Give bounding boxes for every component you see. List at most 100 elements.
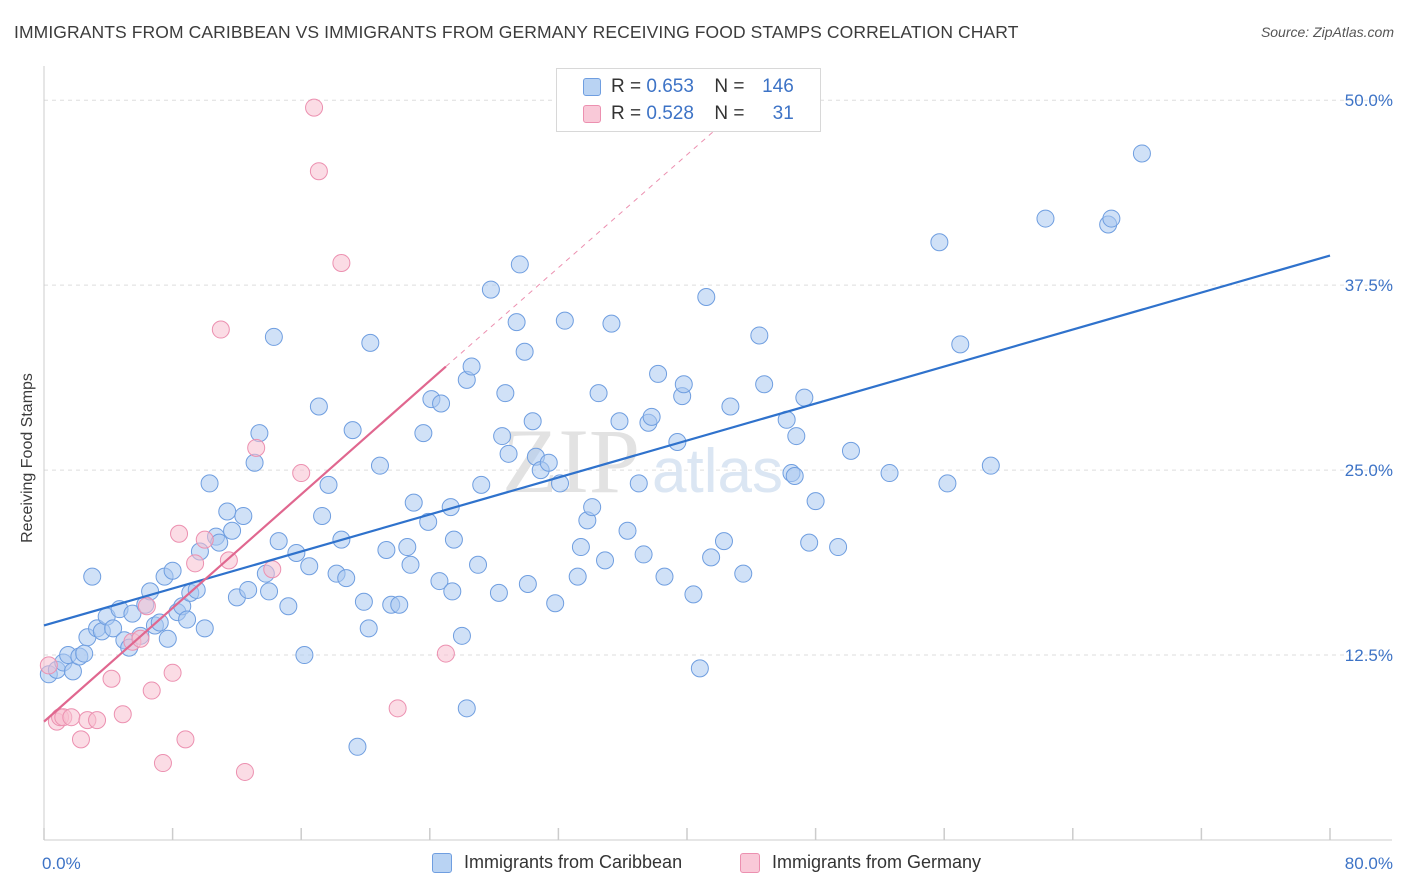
data-point-caribbean (829, 538, 848, 557)
data-point-caribbean (518, 575, 537, 594)
data-point-caribbean (163, 561, 182, 580)
data-point-caribbean (260, 582, 279, 601)
trend-line-caribbean (43, 254, 1331, 627)
legend-r-label: R = (611, 103, 642, 124)
data-point-caribbean (721, 397, 740, 416)
data-point-germany (176, 730, 195, 749)
data-point-caribbean (359, 619, 378, 638)
data-point-caribbean (655, 567, 674, 586)
data-point-caribbean (430, 572, 449, 591)
legend-r-value-caribbean: 0.653 (646, 76, 694, 97)
data-point-germany (195, 530, 214, 549)
trend-lines (43, 119, 1331, 723)
data-point-caribbean (354, 592, 373, 611)
data-point-caribbean (269, 532, 288, 551)
data-point-caribbean (309, 397, 328, 416)
data-point-caribbean (674, 375, 693, 394)
data-point-caribbean (499, 444, 518, 463)
data-point-germany (170, 524, 189, 543)
legend-n-label: N = (714, 103, 745, 124)
trend-line-germany (43, 365, 447, 723)
data-point-germany (219, 551, 238, 570)
data-point-caribbean (210, 533, 229, 552)
data-point-caribbean (930, 233, 949, 252)
legend-n-value-caribbean: 146 (762, 76, 794, 97)
data-point-caribbean (150, 613, 169, 632)
data-point-caribbean (414, 424, 433, 443)
data-point-caribbean (702, 548, 721, 567)
data-point-caribbean (583, 498, 602, 517)
bottom-legend-label-germany: Immigrants from Germany (772, 852, 982, 872)
data-point-germany (102, 669, 121, 688)
data-point-caribbean (510, 255, 529, 274)
data-point-caribbean (785, 467, 804, 486)
data-point-caribbean (361, 333, 380, 352)
data-point-caribbean (419, 512, 438, 531)
data-point-caribbean (697, 287, 716, 306)
data-point-caribbean (469, 555, 488, 574)
data-point-germany (292, 464, 311, 483)
data-point-caribbean (348, 737, 367, 756)
data-point-caribbean (568, 567, 587, 586)
tick-labels: 12.5% 25.0% 37.5% 50.0% 0.0% 80.0% (42, 91, 1393, 873)
source-label: Source: ZipAtlas.com (1260, 24, 1394, 40)
data-point-germany (235, 762, 254, 781)
data-point-caribbean (539, 453, 558, 472)
data-point-caribbean (618, 521, 637, 540)
data-point-germany (186, 554, 205, 573)
data-point-caribbean (555, 311, 574, 330)
data-point-germany (388, 699, 407, 718)
data-point-caribbean (319, 475, 338, 494)
data-point-caribbean (596, 551, 615, 570)
data-point-caribbean (571, 538, 590, 557)
bottom-legend-germany: Immigrants from Germany (740, 852, 981, 873)
data-point-caribbean (634, 545, 653, 564)
data-point-caribbean (649, 364, 668, 383)
series-caribbean-points (39, 144, 1151, 756)
data-point-germany (142, 681, 161, 700)
data-point-caribbean (264, 327, 283, 346)
legend-r-value-germany: 0.528 (646, 103, 694, 124)
data-point-germany (153, 754, 172, 773)
data-point-caribbean (714, 532, 733, 551)
data-point-germany (332, 253, 351, 272)
data-point-caribbean (489, 583, 508, 602)
data-point-caribbean (629, 474, 648, 493)
legend-r-label: R = (611, 76, 642, 97)
data-point-caribbean (295, 646, 314, 665)
data-point-caribbean (589, 384, 608, 403)
data-point-germany (88, 711, 107, 730)
legend-row-germany: R = 0.528 N = 31 (583, 103, 794, 125)
data-point-caribbean (234, 506, 253, 525)
data-point-caribbean (515, 342, 534, 361)
data-point-caribbean (951, 335, 970, 354)
data-point-caribbean (337, 569, 356, 588)
data-point-caribbean (493, 427, 512, 446)
data-point-caribbean (178, 610, 197, 629)
data-point-germany (71, 730, 90, 749)
data-point-caribbean (795, 388, 814, 407)
data-point-germany (436, 644, 455, 663)
data-point-caribbean (1102, 209, 1121, 228)
y-tick-label-1: 25.0% (1345, 461, 1393, 480)
data-point-germany (163, 663, 182, 682)
y-tick-label-0: 12.5% (1345, 646, 1393, 665)
series-germany-points (39, 98, 455, 781)
data-point-caribbean (523, 412, 542, 431)
data-point-caribbean (452, 626, 471, 645)
data-point-caribbean (390, 595, 409, 614)
data-point-caribbean (481, 280, 500, 299)
data-point-caribbean (343, 421, 362, 440)
legend-row-caribbean: R = 0.653 N = 146 (583, 76, 794, 98)
data-point-caribbean (300, 557, 319, 576)
chart-title: IMMIGRANTS FROM CARIBBEAN VS IMMIGRANTS … (14, 22, 1019, 42)
data-point-caribbean (75, 644, 94, 663)
data-point-germany (62, 708, 81, 727)
data-point-caribbean (377, 540, 396, 559)
data-point-caribbean (218, 502, 237, 521)
data-point-caribbean (880, 464, 899, 483)
legend-swatch-germany (583, 105, 601, 123)
data-point-caribbean (195, 619, 214, 638)
data-point-caribbean (104, 619, 123, 638)
data-point-germany (211, 320, 230, 339)
